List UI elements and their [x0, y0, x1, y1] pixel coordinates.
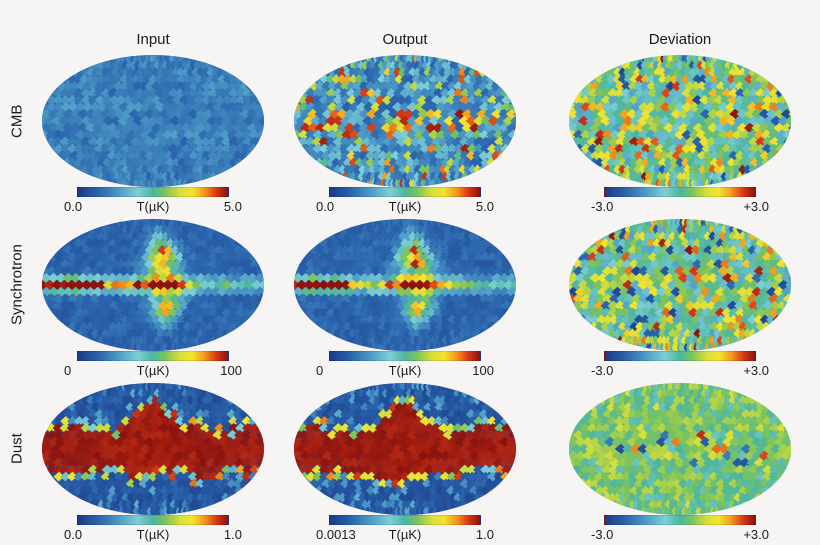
colorbar-min-label: 0.0013: [316, 527, 356, 542]
colorbar-min-label: -3.0: [591, 199, 614, 214]
colorbar-cmb-deviation: [604, 187, 756, 197]
colorbar-min-label: 0: [316, 363, 324, 378]
row-label-cmb: CMB: [8, 104, 26, 138]
colorbar-synchrotron-input: [77, 351, 229, 361]
colorbar-min-label: 0: [64, 363, 72, 378]
row-label-synchrotron: Synchrotron: [8, 244, 26, 326]
column-header-deviation: Deviation: [648, 31, 712, 48]
colorbar-dust-deviation: [604, 515, 756, 525]
colorbar-max-label: 1.0: [475, 527, 494, 542]
colorbar-center-label: T(µK): [136, 199, 170, 214]
colorbar-block: 0.0013 T(µK) 1.0: [293, 515, 517, 542]
sky-map-dust-deviation: [568, 382, 792, 516]
row-synchrotron: Synchrotron 0 T(µK) 100 0 T(µK) 100: [0, 218, 820, 380]
colorbar-min-label: 0.0: [316, 199, 335, 214]
colorbar-min-label: -3.0: [591, 363, 614, 378]
panel-dust-output: 0.0013 T(µK) 1.0: [293, 382, 517, 544]
colorbar-max-label: +3.0: [743, 199, 769, 214]
colorbar-max-label: +3.0: [743, 527, 769, 542]
colorbar-max-label: 100: [472, 363, 494, 378]
column-header-input: Input: [136, 31, 170, 48]
colorbar-max-label: 100: [220, 363, 242, 378]
colorbar-center-label: T(µK): [136, 527, 170, 542]
sky-map-cmb-deviation: [568, 54, 792, 188]
colorbar-synchrotron-deviation: [604, 351, 756, 361]
colorbar-block: 0.0 T(µK) 1.0: [41, 515, 265, 542]
colorbar-min-label: 0.0: [64, 199, 83, 214]
colorbar-max-label: 5.0: [475, 199, 494, 214]
colorbar-block: 0 T(µK) 100: [41, 351, 265, 378]
colorbar-cmb-output: [329, 187, 481, 197]
sky-map-synchrotron-output: [293, 218, 517, 352]
colorbar-max-label: 1.0: [223, 527, 242, 542]
colorbar-synchrotron-output: [329, 351, 481, 361]
colorbar-center-label: T(µK): [136, 363, 170, 378]
colorbar-block: 0.0 T(µK) 5.0: [41, 187, 265, 214]
sky-map-dust-output: [293, 382, 517, 516]
colorbar-cmb-input: [77, 187, 229, 197]
colorbar-max-label: +3.0: [743, 363, 769, 378]
colorbar-block: -3.0 +3.0: [568, 515, 792, 542]
panel-synchrotron-input: 0 T(µK) 100: [41, 218, 265, 380]
colorbar-min-label: 0.0: [64, 527, 83, 542]
colorbar-block: 0 T(µK) 100: [293, 351, 517, 378]
panel-cmb-output: 0.0 T(µK) 5.0: [293, 54, 517, 216]
colorbar-block: -3.0 +3.0: [568, 351, 792, 378]
column-header-output: Output: [382, 31, 428, 48]
panel-synchrotron-output: 0 T(µK) 100: [293, 218, 517, 380]
sky-map-dust-input: [41, 382, 265, 516]
row-label-dust: Dust: [8, 433, 26, 465]
sky-map-cmb-output: [293, 54, 517, 188]
colorbar-center-label: T(µK): [388, 199, 422, 214]
panel-dust-input: 0.0 T(µK) 1.0: [41, 382, 265, 544]
colorbar-dust-input: [77, 515, 229, 525]
colorbar-min-label: -3.0: [591, 527, 614, 542]
row-cmb: CMB 0.0 T(µK) 5.0 0.0 T(µK) 5.0: [0, 54, 820, 216]
colorbar-block: -3.0 +3.0: [568, 187, 792, 214]
colorbar-center-label: T(µK): [388, 527, 422, 542]
panel-dust-deviation: -3.0 +3.0: [568, 382, 792, 544]
panel-synchrotron-deviation: -3.0 +3.0: [568, 218, 792, 380]
colorbar-max-label: 5.0: [223, 199, 242, 214]
colorbar-block: 0.0 T(µK) 5.0: [293, 187, 517, 214]
sky-map-cmb-input: [41, 54, 265, 188]
row-dust: Dust 0.0 T(µK) 1.0 0.0013 T(µK) 1.0: [0, 382, 820, 544]
panel-cmb-deviation: -3.0 +3.0: [568, 54, 792, 216]
colorbar-dust-output: [329, 515, 481, 525]
sky-map-synchrotron-deviation: [568, 218, 792, 352]
colorbar-center-label: T(µK): [388, 363, 422, 378]
panel-cmb-input: 0.0 T(µK) 5.0: [41, 54, 265, 216]
sky-map-synchrotron-input: [41, 218, 265, 352]
